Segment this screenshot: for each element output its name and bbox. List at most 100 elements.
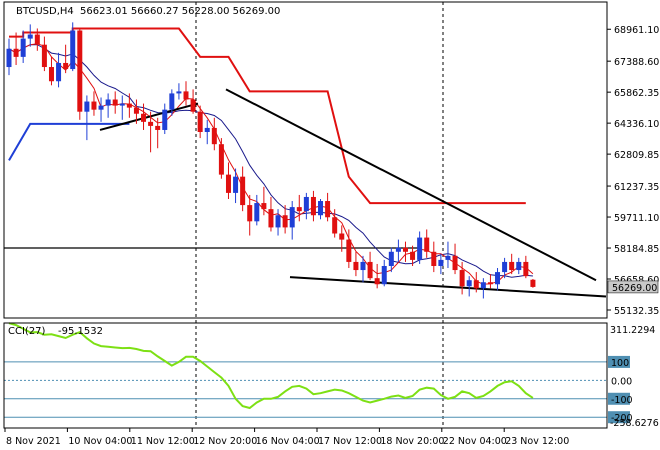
candle-body	[126, 103, 132, 108]
price-panel	[4, 2, 607, 428]
candle-body	[431, 251, 437, 266]
candle-body	[388, 251, 394, 266]
axes: 68961.10 67388.60 65862.35 64336.10 62809.85…	[3, 1, 659, 447]
candle-body	[509, 261, 515, 271]
cci-level-tag	[608, 411, 630, 424]
candle-body	[112, 99, 118, 106]
candle-body	[417, 237, 423, 260]
cci-level-label: 0.00	[611, 376, 632, 387]
slow-moving-average	[8, 44, 533, 278]
candle-body	[218, 144, 224, 175]
candle-body	[70, 30, 76, 70]
candle-body	[325, 201, 331, 218]
candle-body	[268, 209, 274, 228]
price-tick-label: 58184.85	[614, 244, 659, 255]
candle-body	[495, 272, 501, 285]
candle-body	[530, 279, 536, 287]
candle-body	[84, 101, 90, 112]
lower-wedge-trendline	[289, 276, 607, 298]
candle-body	[275, 215, 281, 228]
candle-body	[381, 265, 387, 285]
time-tick-label: 11 Nov 12:00	[131, 436, 195, 447]
candle-body	[141, 113, 147, 122]
candle-body	[176, 91, 182, 94]
candle-body	[445, 255, 451, 260]
candle-body	[155, 125, 161, 130]
candle-body	[353, 261, 359, 271]
rising-trendline	[99, 102, 199, 131]
price-tick-label: 67388.60	[614, 57, 659, 68]
candle-body	[303, 196, 309, 212]
price-tick-label: 65862.35	[614, 88, 659, 99]
candle-body	[516, 261, 522, 271]
cci-scale-max-label: 311.2294	[610, 325, 655, 336]
price-tick-label: 56658.60	[614, 275, 659, 286]
candle-body	[98, 105, 104, 110]
candle-body	[190, 99, 196, 112]
candle-body	[197, 111, 203, 132]
candle-body	[410, 251, 416, 260]
candle-body	[360, 261, 366, 271]
time-tick-label: 12 Nov 20:00	[193, 436, 257, 447]
cci-level-tag	[608, 355, 630, 368]
candle-body	[346, 239, 352, 262]
price-tick-label: 68961.10	[614, 25, 659, 36]
candle-body	[402, 247, 408, 252]
candle-body	[41, 44, 47, 68]
candle-body	[233, 176, 239, 193]
current-price-tag	[607, 280, 659, 294]
time-tick-label: 23 Nov 12:00	[505, 436, 569, 447]
candle-body	[261, 203, 267, 210]
cci-value-label: -95.1532	[58, 326, 103, 337]
chart-ohlc-label: 56623.01 56660.27 56228.00 56269.00	[80, 6, 280, 17]
candle-body	[395, 247, 401, 252]
cci-line	[8, 322, 534, 410]
cci-level-tag	[608, 374, 630, 387]
candle-body	[48, 67, 54, 82]
cci-scale-min-label: -258.6276	[610, 418, 659, 429]
candle-body	[133, 107, 139, 114]
candle-body	[225, 174, 231, 193]
candle-body	[162, 109, 168, 130]
cci-level-label: -200	[611, 413, 633, 424]
candle-body	[487, 282, 493, 285]
candle-body	[480, 282, 486, 289]
cci-panel-frame	[3, 322, 608, 429]
time-tick-label: 22 Nov 04:00	[443, 436, 507, 447]
candle-body	[282, 215, 288, 228]
candle-body	[105, 99, 111, 106]
candle-body	[13, 48, 19, 57]
candle-body	[34, 34, 40, 45]
descending-trendline	[225, 88, 597, 282]
chart-symbol-label: BTCUSD,H4	[16, 6, 74, 17]
time-tick-label: 18 Nov 20:00	[380, 436, 444, 447]
candle-body	[339, 233, 345, 240]
price-tick-label: 62809.85	[614, 150, 659, 161]
candle-body	[56, 62, 62, 82]
candle-body	[247, 205, 253, 222]
candle-body	[91, 101, 97, 110]
candle-body	[27, 34, 33, 39]
price-tick-label: 64336.10	[614, 119, 659, 130]
candle-body	[204, 127, 210, 132]
candle-body	[77, 30, 83, 112]
time-tick-label: 8 Nov 2021	[6, 436, 61, 447]
candle-body	[119, 103, 125, 106]
candle-body	[211, 127, 217, 145]
candle-body	[148, 121, 154, 126]
candle-body	[374, 278, 380, 285]
lower-channel-line	[8, 122, 130, 161]
candle-body	[6, 48, 12, 68]
cci-level-label: 100	[611, 358, 629, 369]
candle-body	[459, 270, 465, 287]
current-price-label: 56269.00	[612, 283, 657, 294]
candle-body	[438, 259, 444, 266]
candle-body	[367, 261, 373, 279]
candle-body	[296, 207, 302, 212]
candle-body	[254, 203, 260, 222]
candle-body	[240, 176, 246, 206]
candle-body	[63, 62, 69, 70]
candle-body	[452, 255, 458, 271]
cci-level-tag	[608, 392, 630, 405]
